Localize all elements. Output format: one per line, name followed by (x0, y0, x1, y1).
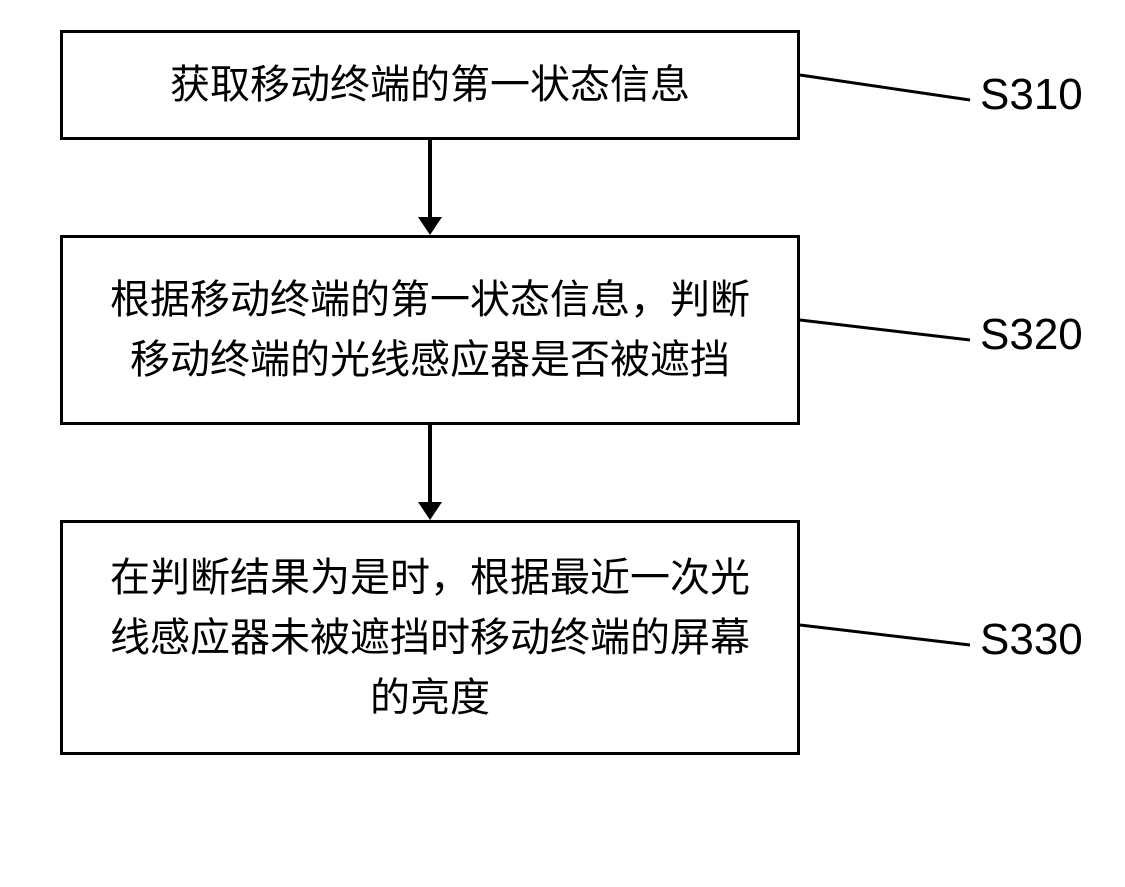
label-connector-line (800, 75, 980, 105)
flowchart-step-text: 获取移动终端的第一状态信息 (170, 55, 690, 115)
flowchart-step-text: 根据移动终端的第一状态信息，判断移动终端的光线感应器是否被遮挡 (93, 270, 767, 390)
label-connector-line (800, 320, 980, 345)
flowchart-arrow-line (428, 140, 432, 217)
flowchart-step-label: S310 (980, 70, 1083, 120)
label-connector-line (800, 625, 980, 650)
flowchart-step-box: 根据移动终端的第一状态信息，判断移动终端的光线感应器是否被遮挡 (60, 235, 800, 425)
flowchart-arrow-line (428, 425, 432, 502)
flowchart-arrow-head (418, 502, 442, 520)
flowchart-step-label: S320 (980, 310, 1083, 360)
flowchart-step-box: 在判断结果为是时，根据最近一次光线感应器未被遮挡时移动终端的屏幕的亮度 (60, 520, 800, 755)
flowchart-arrow-head (418, 217, 442, 235)
flowchart-step-box: 获取移动终端的第一状态信息 (60, 30, 800, 140)
flowchart-step-label: S330 (980, 615, 1083, 665)
flowchart-step-text: 在判断结果为是时，根据最近一次光线感应器未被遮挡时移动终端的屏幕的亮度 (93, 548, 767, 728)
